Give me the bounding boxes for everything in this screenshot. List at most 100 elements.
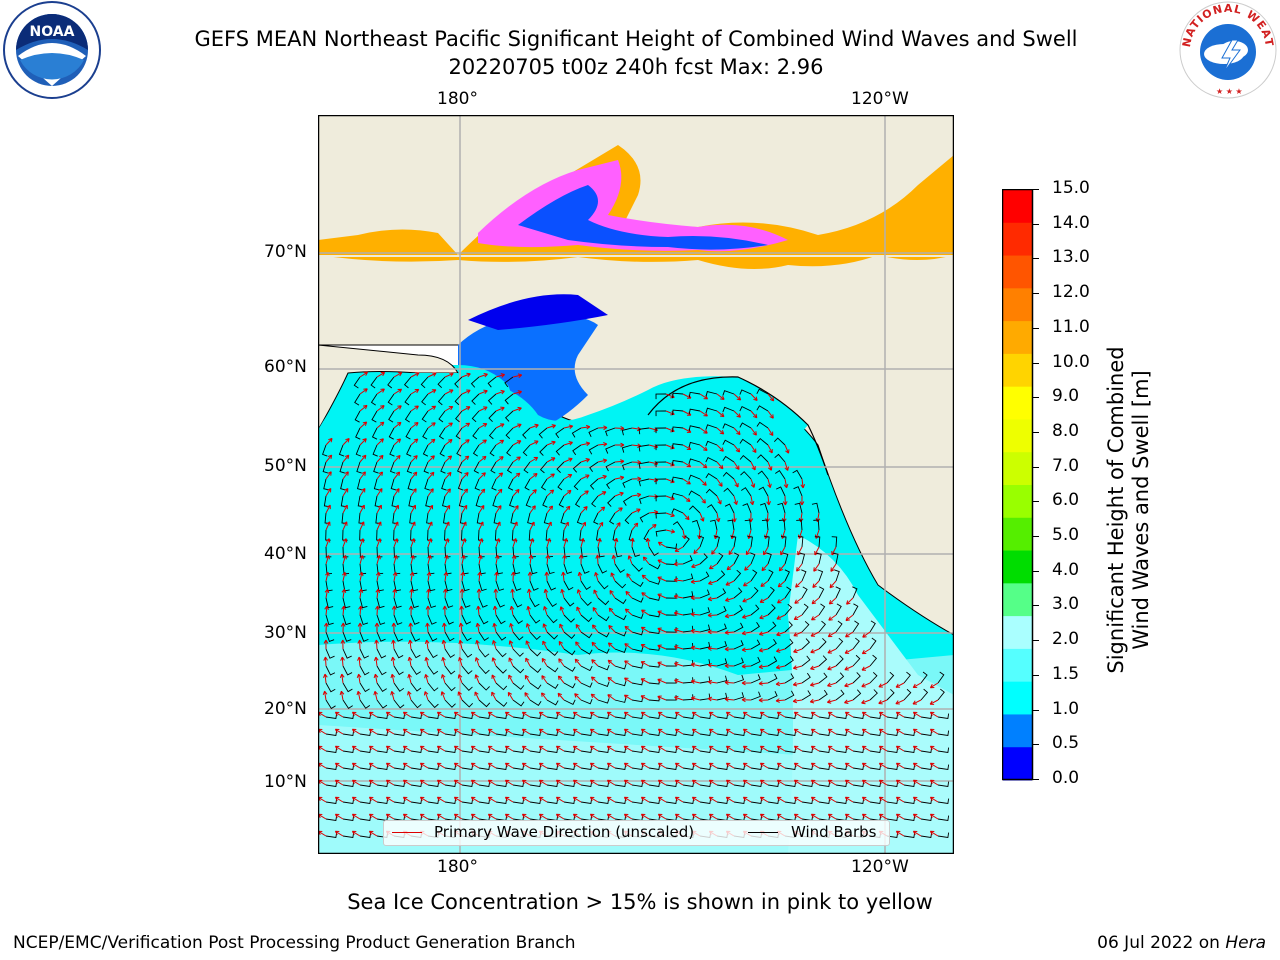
wind-barb (325, 699, 336, 710)
wind-barb (457, 478, 464, 491)
wave-direction-arrow (707, 596, 718, 602)
wave-direction-arrow (546, 424, 556, 429)
wave-direction-arrow (626, 573, 633, 582)
wave-direction-arrow (657, 661, 667, 667)
wave-direction-arrow (492, 622, 498, 633)
wind-barb (869, 713, 882, 720)
wind-barb (572, 461, 582, 473)
wave-direction-arrow (407, 673, 412, 684)
wind-barb (784, 603, 793, 616)
wave-direction-arrow (562, 554, 567, 565)
wave-direction-arrow (461, 504, 468, 514)
wind-barb (597, 648, 610, 654)
wind-barb (811, 502, 820, 514)
wave-direction-arrow (538, 728, 548, 735)
wave-direction-arrow (895, 728, 905, 735)
colorbar-tick (1033, 744, 1039, 746)
wave-direction-arrow (827, 631, 837, 638)
wave-direction-arrow (594, 572, 599, 582)
wave-direction-arrow (642, 556, 650, 565)
colorbar-tick-label: 4.0 (1052, 559, 1080, 580)
wave-direction-arrow (441, 639, 447, 650)
wind-barb (886, 781, 899, 788)
wind-barb (723, 487, 735, 497)
colorbar-tick-label: 13.0 (1052, 247, 1090, 268)
wind-barb (801, 672, 811, 684)
wind-barb (699, 713, 712, 720)
wind-barb (454, 393, 463, 406)
wave-direction-arrow (487, 796, 497, 803)
wave-direction-arrow (674, 762, 684, 769)
wind-barb (886, 671, 895, 684)
wave-direction-arrow (575, 641, 582, 650)
wind-barb (470, 376, 480, 388)
wave-direction-arrow (512, 521, 518, 531)
wind-barb (322, 461, 329, 474)
wind-barb (546, 747, 559, 754)
wave-direction-arrow (726, 563, 735, 571)
wave-direction-arrow (385, 728, 395, 735)
wave-direction-arrow (716, 444, 724, 452)
wave-direction-arrow (555, 711, 565, 718)
wind-barb (638, 444, 650, 452)
colorbar-segment (1003, 386, 1032, 420)
lat-label-50n: 50°N (264, 456, 307, 476)
wind-barb (495, 781, 508, 788)
wave-direction-arrow (829, 580, 837, 589)
wind-barb (512, 781, 525, 788)
wave-direction-arrow (444, 554, 449, 565)
wave-direction-arrow (376, 504, 382, 514)
wave-direction-arrow (334, 813, 344, 820)
wave-direction-arrow (784, 444, 790, 454)
colorbar-tick (1033, 570, 1039, 572)
wave-direction-arrow (325, 538, 331, 548)
colorbar-segment (1003, 321, 1032, 355)
wind-barb (705, 488, 718, 497)
wind-barb (376, 682, 387, 692)
map-panel (318, 115, 954, 854)
wind-barb (767, 586, 775, 599)
wave-direction-arrow (640, 779, 650, 786)
wind-barb (784, 638, 794, 650)
wave-direction-arrow (460, 571, 466, 582)
wind-barb (852, 586, 858, 599)
wave-direction-arrow (459, 605, 465, 616)
wave-direction-arrow (674, 662, 684, 667)
wave-direction-arrow (725, 762, 735, 769)
wind-barb (733, 622, 744, 633)
wind-barb (774, 453, 786, 463)
wind-barb (444, 682, 456, 692)
wave-direction-arrow (458, 657, 463, 667)
colorbar-tick-label: 9.0 (1052, 386, 1080, 407)
wave-direction-arrow (776, 779, 786, 786)
wave-direction-arrow (453, 728, 463, 735)
wind-barb (784, 764, 797, 771)
wind-barb (359, 682, 370, 693)
wave-direction-arrow (776, 796, 786, 803)
wave-direction-arrow (538, 745, 548, 752)
wind-barb (818, 672, 828, 684)
wind-barb (359, 764, 372, 771)
wind-barb (750, 656, 761, 667)
wind-barb (886, 689, 895, 701)
wave-direction-arrow (393, 554, 398, 565)
wind-barb (655, 529, 667, 537)
wind-barb (563, 747, 576, 754)
wind-barb (388, 410, 395, 423)
wave-direction-arrow (793, 762, 803, 769)
wave-direction-arrow (640, 745, 650, 752)
wind-barb (563, 597, 575, 607)
wave-direction-arrow (750, 410, 758, 419)
wind-barb (580, 665, 593, 672)
wave-direction-arrow (597, 474, 607, 480)
wave-direction-arrow (407, 656, 413, 667)
wave-direction-arrow (674, 745, 684, 752)
colorbar-tick-label: 7.0 (1052, 455, 1080, 476)
wind-barb (444, 798, 457, 805)
wave-direction-arrow (783, 478, 789, 489)
wind-barb (852, 747, 865, 754)
wave-direction-arrow (640, 796, 650, 803)
wave-direction-arrow (895, 779, 905, 786)
wind-barb (507, 478, 514, 491)
wave-direction-arrow (474, 674, 480, 684)
